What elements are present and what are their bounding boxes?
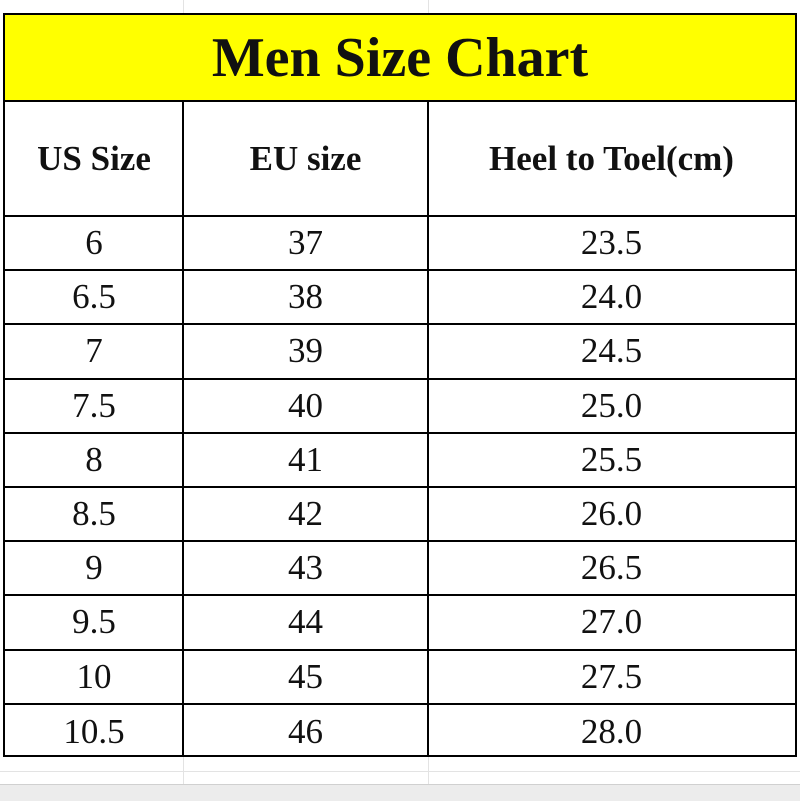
table-cell: 7 [5,325,183,380]
table-cell: 37 [183,217,428,272]
table-cell: 23.5 [428,217,795,272]
column-header: US Size [5,102,183,217]
scrollbar [0,784,800,801]
table-cell: 44 [183,596,428,651]
column-header: Heel to Toel(cm) [428,102,795,217]
table-cell: 28.0 [580,711,643,751]
table-cell: 42 [183,488,428,543]
column-divider [427,102,429,755]
table-cell: 8.5 [5,488,183,543]
table-cell: 26.0 [428,488,795,543]
table-cell: 8 [5,434,183,488]
table-cell: 43 [183,542,428,597]
table-cell: 26.5 [428,542,795,597]
table-cell: 38 [183,271,428,326]
table-cell: 6.5 [5,271,183,326]
table-cell: 24.5 [428,325,795,380]
table-cell: 39 [183,325,428,380]
table-cell: 25.0 [428,380,795,434]
table-cell: 7.5 [5,380,183,434]
table-cell: 9 [5,542,183,597]
table-cell: 24.0 [428,271,795,326]
table-cell: 45 [183,651,428,705]
table-cell: 27.5 [428,651,795,705]
table-title: Men Size Chart [5,15,795,102]
column-header: EU size [183,102,428,217]
table-cell: 9.5 [5,596,183,651]
table-cell: 41 [183,434,428,488]
table-cell: 10 [5,651,183,705]
size-table: Men Size Chart US Size EU size Heel to Toe… [3,13,797,757]
table-cell: 10.5 [63,711,125,751]
sheet-gridline [0,771,800,772]
table-cell: 25.5 [428,434,795,488]
table-cell: 46 [288,711,323,751]
table-cell: 27.0 [428,596,795,651]
table-cell: 40 [183,380,428,434]
column-divider [182,102,184,755]
table-cell: 6 [5,217,183,272]
